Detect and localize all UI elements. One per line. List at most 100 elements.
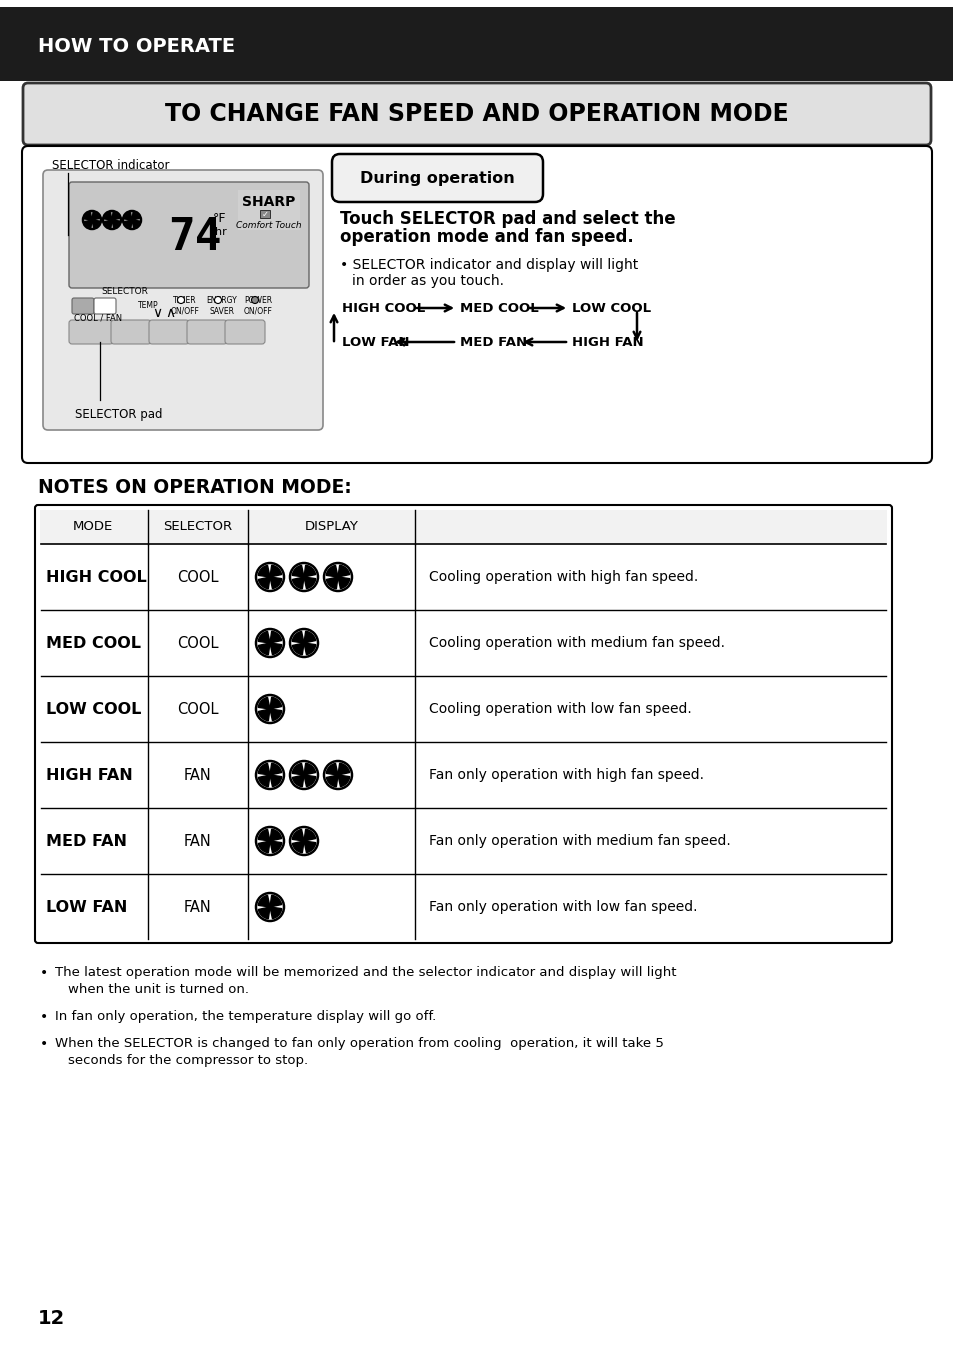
- Polygon shape: [326, 565, 337, 577]
- Text: HIGH COOL: HIGH COOL: [341, 302, 425, 314]
- Circle shape: [300, 772, 307, 778]
- Text: TO CHANGE FAN SPEED AND OPERATION MODE: TO CHANGE FAN SPEED AND OPERATION MODE: [165, 102, 788, 125]
- Bar: [0, 44, 953, 75]
- Text: in order as you touch.: in order as you touch.: [352, 274, 503, 288]
- Text: HIGH COOL: HIGH COOL: [46, 569, 147, 585]
- Polygon shape: [304, 763, 315, 774]
- Polygon shape: [271, 577, 281, 589]
- FancyBboxPatch shape: [225, 319, 265, 344]
- Polygon shape: [112, 220, 119, 228]
- Polygon shape: [258, 644, 270, 655]
- Circle shape: [267, 838, 273, 844]
- FancyBboxPatch shape: [35, 506, 891, 944]
- Polygon shape: [258, 697, 269, 709]
- Circle shape: [300, 574, 307, 580]
- Polygon shape: [258, 710, 270, 721]
- Polygon shape: [326, 578, 337, 589]
- Circle shape: [90, 218, 94, 222]
- Polygon shape: [271, 829, 281, 840]
- Polygon shape: [338, 763, 349, 774]
- Text: When the SELECTOR is changed to fan only operation from cooling  operation, it w: When the SELECTOR is changed to fan only…: [55, 1037, 663, 1050]
- Polygon shape: [271, 643, 281, 655]
- Text: COOL: COOL: [177, 569, 218, 585]
- Polygon shape: [292, 841, 303, 853]
- Polygon shape: [85, 221, 91, 228]
- Text: ENERGY
SAVER: ENERGY SAVER: [207, 297, 237, 315]
- Text: ∧: ∧: [165, 306, 175, 319]
- Text: MED FAN: MED FAN: [46, 833, 127, 848]
- Circle shape: [335, 574, 341, 580]
- Text: Fan only operation with low fan speed.: Fan only operation with low fan speed.: [429, 900, 697, 914]
- Polygon shape: [258, 895, 269, 906]
- FancyBboxPatch shape: [149, 319, 189, 344]
- Polygon shape: [92, 213, 99, 220]
- Text: FAN: FAN: [184, 833, 212, 848]
- Polygon shape: [338, 775, 350, 787]
- Text: ✓: ✓: [261, 209, 268, 218]
- Text: 12: 12: [38, 1309, 65, 1328]
- Polygon shape: [271, 841, 281, 853]
- Text: FAN: FAN: [184, 767, 212, 782]
- Text: Fan only operation with medium fan speed.: Fan only operation with medium fan speed…: [429, 834, 730, 848]
- Text: • SELECTOR indicator and display will light: • SELECTOR indicator and display will li…: [339, 257, 638, 272]
- Text: SELECTOR: SELECTOR: [163, 519, 233, 532]
- Text: POWER
ON/OFF: POWER ON/OFF: [243, 297, 273, 315]
- Circle shape: [267, 640, 273, 646]
- FancyBboxPatch shape: [23, 84, 930, 146]
- Text: •: •: [40, 1037, 49, 1051]
- Polygon shape: [258, 631, 269, 643]
- Polygon shape: [292, 775, 303, 787]
- Polygon shape: [271, 709, 281, 721]
- FancyBboxPatch shape: [111, 319, 151, 344]
- Polygon shape: [132, 220, 139, 228]
- Polygon shape: [271, 631, 281, 642]
- Text: During operation: During operation: [359, 171, 514, 186]
- Polygon shape: [271, 775, 281, 787]
- Text: Touch SELECTOR pad and select the: Touch SELECTOR pad and select the: [339, 210, 675, 228]
- Polygon shape: [105, 221, 112, 228]
- Polygon shape: [271, 763, 281, 774]
- Polygon shape: [304, 775, 315, 787]
- Polygon shape: [292, 644, 303, 655]
- Circle shape: [214, 297, 221, 303]
- Text: NOTES ON OPERATION MODE:: NOTES ON OPERATION MODE:: [38, 479, 352, 497]
- Polygon shape: [125, 221, 132, 228]
- Text: Cooling operation with low fan speed.: Cooling operation with low fan speed.: [429, 702, 691, 716]
- Text: COOL: COOL: [177, 635, 218, 651]
- Circle shape: [335, 772, 341, 778]
- Bar: [40, 510, 886, 545]
- Text: COOL: COOL: [177, 701, 218, 717]
- FancyBboxPatch shape: [43, 170, 323, 430]
- FancyBboxPatch shape: [0, 7, 953, 81]
- Text: Cooling operation with high fan speed.: Cooling operation with high fan speed.: [429, 570, 698, 584]
- Circle shape: [267, 574, 273, 580]
- Text: SELECTOR: SELECTOR: [101, 287, 149, 297]
- Text: 74: 74: [168, 217, 221, 260]
- Text: COOL / FAN: COOL / FAN: [74, 314, 122, 322]
- Polygon shape: [304, 841, 315, 853]
- Polygon shape: [292, 763, 303, 775]
- Polygon shape: [104, 213, 112, 220]
- FancyBboxPatch shape: [69, 182, 309, 288]
- Polygon shape: [258, 578, 270, 589]
- Bar: [260, 210, 270, 218]
- Polygon shape: [258, 907, 270, 919]
- Text: LOW COOL: LOW COOL: [572, 302, 651, 314]
- Text: SELECTOR pad: SELECTOR pad: [75, 408, 162, 421]
- Circle shape: [267, 905, 273, 910]
- Text: DISPLAY: DISPLAY: [304, 519, 358, 532]
- Polygon shape: [271, 697, 281, 708]
- Text: operation mode and fan speed.: operation mode and fan speed.: [339, 228, 633, 245]
- Polygon shape: [292, 631, 303, 643]
- Polygon shape: [292, 829, 303, 841]
- Text: FAN: FAN: [184, 899, 212, 914]
- Text: MED COOL: MED COOL: [46, 635, 141, 651]
- Polygon shape: [304, 577, 315, 589]
- Text: •: •: [40, 967, 49, 980]
- Polygon shape: [338, 565, 349, 577]
- Text: ∨: ∨: [152, 306, 162, 319]
- Text: HIGH FAN: HIGH FAN: [572, 336, 643, 349]
- Text: when the unit is turned on.: when the unit is turned on.: [68, 983, 249, 996]
- Polygon shape: [124, 213, 132, 220]
- Bar: [237, 190, 299, 231]
